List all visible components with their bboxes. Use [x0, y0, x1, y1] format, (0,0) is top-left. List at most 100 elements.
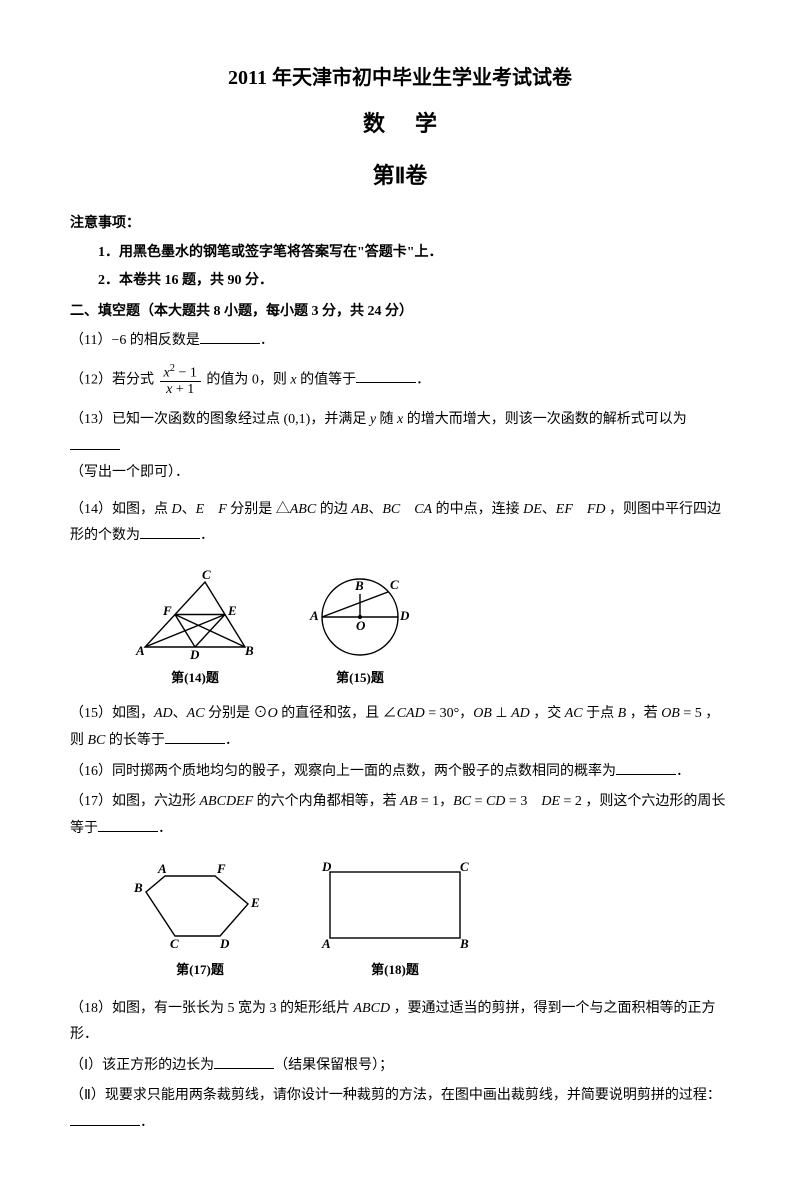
t: （17）如图，六边形 [70, 794, 200, 809]
v: DE [541, 794, 560, 809]
blank [356, 368, 416, 383]
t: 、 [182, 502, 196, 517]
v: EF [556, 502, 573, 517]
svg-text:C: C [460, 859, 469, 874]
q13-pre: （13）已知一次函数的图象经过点 (0,1)，并满足 [70, 412, 370, 427]
fig17-svg: A F E D C B [130, 854, 270, 954]
blank [165, 729, 225, 744]
notes-heading: 注意事项： [70, 211, 730, 236]
t: 的长等于 [105, 733, 165, 748]
figure-15: A D O B C 第(15)题 [300, 562, 420, 689]
svg-text:F: F [216, 861, 226, 876]
question-17: （17）如图，六边形 ABCDEF 的六个内角都相等，若 AB = 1，BC =… [70, 789, 730, 842]
svg-text:F: F [162, 603, 172, 618]
q11-text: （11）−6 的相反数是 [70, 333, 200, 348]
t: = [471, 794, 486, 809]
blank [98, 817, 158, 832]
fraction: x2 − 1 x + 1 [160, 363, 201, 397]
svg-text:B: B [244, 643, 254, 658]
blank [214, 1054, 274, 1069]
svg-text:D: D [321, 859, 332, 874]
v: ABCD [354, 1001, 391, 1016]
v: AB [400, 794, 417, 809]
t: ，若 [626, 706, 661, 721]
q12-mid: 的值为 0，则 [206, 372, 290, 387]
blank [200, 329, 260, 344]
note-1: 1．用黑色墨水的钢笔或签字笔将答案写在"答题卡"上． [70, 240, 730, 265]
svg-text:D: D [189, 647, 200, 662]
svg-text:D: D [219, 936, 230, 951]
t: 分别是 ⊙ [205, 706, 268, 721]
title-main: 2011 年天津市初中毕业生学业考试试卷 [70, 60, 730, 96]
fig18-caption: 第(18)题 [310, 958, 480, 981]
svg-text:E: E [227, 603, 237, 618]
v: AC [187, 706, 205, 721]
v: AB [351, 502, 368, 517]
t: ． [676, 764, 690, 779]
t: ． [200, 528, 214, 543]
v: AD [154, 706, 173, 721]
svg-text:A: A [309, 608, 319, 623]
v: FD [587, 502, 606, 517]
v: AC [565, 706, 583, 721]
question-16: （16）同时掷两个质地均匀的骰子，观察向上一面的点数，两个骰子的点数相同的概率为… [70, 759, 730, 786]
title-subject: 数学 [70, 104, 730, 144]
v: DE [523, 502, 542, 517]
svg-text:A: A [321, 936, 331, 951]
t: = 30°， [425, 706, 474, 721]
v: BC [382, 502, 400, 517]
title-section: 第Ⅱ卷 [70, 156, 730, 196]
figure-row-2: A F E D C B 第(17)题 A B C D 第(18)题 [130, 854, 730, 981]
fig18-svg: A B C D [310, 854, 480, 954]
question-14: （14）如图，点 D、E F 分别是 △ABC 的边 AB、BC CA 的中点，… [70, 497, 730, 550]
t [573, 502, 587, 517]
v: O [268, 706, 278, 721]
t: 、 [542, 502, 556, 517]
svg-text:C: C [390, 577, 399, 592]
question-18-i: （Ⅰ）该正方形的边长为（结果保留根号）； [70, 1053, 730, 1080]
v: ABC [290, 502, 316, 517]
t: 于点 [583, 706, 618, 721]
t: 、 [173, 706, 187, 721]
q13-mid2: 的增大而增大，则该一次函数的解析式可以为 [403, 412, 687, 427]
t: = 1， [417, 794, 453, 809]
question-18-ii: （Ⅱ）现要求只能用两条裁剪线，请你设计一种裁剪的方法，在图中画出裁剪线，并简要说… [70, 1083, 730, 1136]
question-15: （15）如图，AD、AC 分别是 ⊙O 的直径和弦，且 ∠CAD = 30°，O… [70, 701, 730, 754]
v: D [172, 502, 182, 517]
t: ． [225, 733, 239, 748]
fig17-caption: 第(17)题 [130, 958, 270, 981]
fig15-caption: 第(15)题 [300, 666, 420, 689]
v: AD [511, 706, 530, 721]
v: OB [473, 706, 492, 721]
svg-text:B: B [133, 880, 143, 895]
svg-text:E: E [250, 895, 260, 910]
t: ，交 [530, 706, 565, 721]
fig14-caption: 第(14)题 [130, 666, 260, 689]
q12-post: ． [416, 372, 430, 387]
v: E [196, 502, 205, 517]
t: = 3 [505, 794, 541, 809]
t: 、 [368, 502, 382, 517]
t: ． [158, 821, 172, 836]
t: 的直径和弦，且 ∠ [278, 706, 397, 721]
question-11: （11）−6 的相反数是 ． [70, 328, 730, 355]
q11-post: ． [260, 333, 274, 348]
section-2-heading: 二、填空题（本大题共 8 小题，每小题 3 分，共 24 分） [70, 299, 730, 324]
svg-text:O: O [356, 618, 366, 633]
v: F [218, 502, 227, 517]
svg-text:B: B [459, 936, 469, 951]
figure-17: A F E D C B 第(17)题 [130, 854, 270, 981]
q13-mid: 随 [376, 412, 397, 427]
t: 分别是 △ [227, 502, 290, 517]
blank [70, 1111, 140, 1126]
t: 的六个内角都相等，若 [253, 794, 400, 809]
v: BC [453, 794, 471, 809]
t: （16）同时掷两个质地均匀的骰子，观察向上一面的点数，两个骰子的点数相同的概率为 [70, 764, 616, 779]
figure-18: A B C D 第(18)题 [310, 854, 480, 981]
fig15-svg: A D O B C [300, 562, 420, 662]
v: OB [661, 706, 680, 721]
svg-text:C: C [202, 567, 211, 582]
blank [70, 435, 120, 450]
t [204, 502, 218, 517]
fig14-svg: A D B F E C [130, 567, 260, 662]
